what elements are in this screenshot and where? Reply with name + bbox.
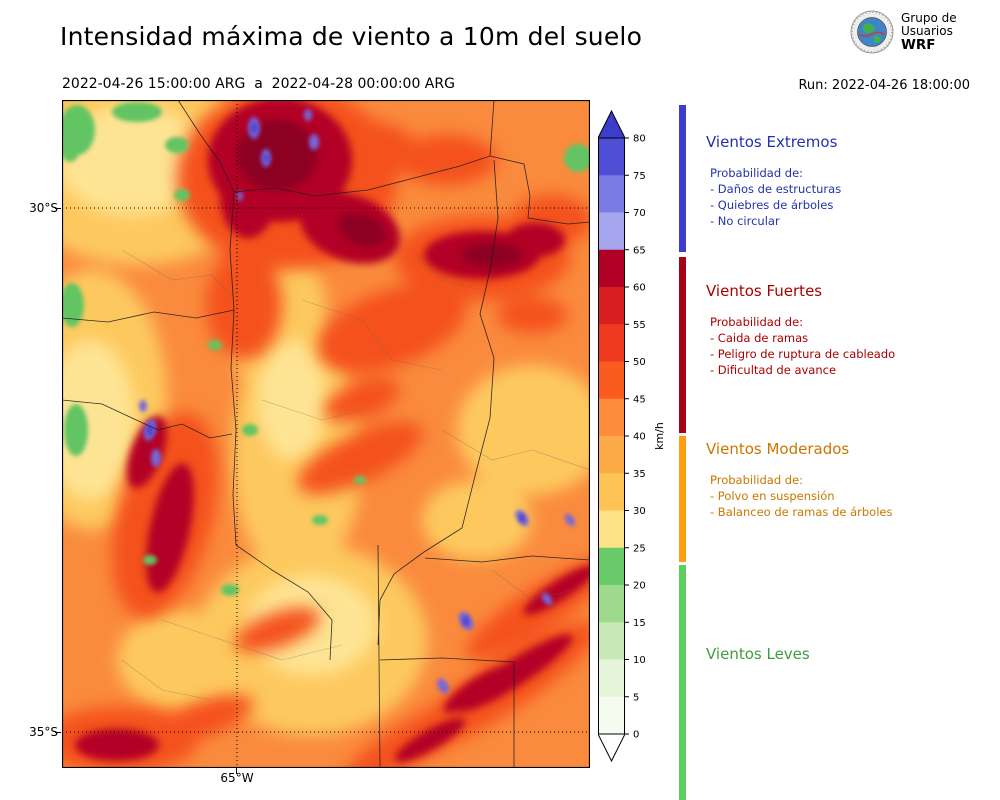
colorbar-segment (598, 398, 625, 437)
colorbar-frame (598, 137, 625, 735)
colorbar-arrow-down (598, 733, 626, 763)
colorbar-tick-label: 10 (633, 655, 646, 666)
colorbar-tick-label: 70 (633, 208, 646, 219)
legend-item: - Balanceo de ramas de árboles (710, 505, 893, 519)
colorbar-segment (598, 175, 625, 214)
colorbar-tick-label: 40 (633, 432, 646, 443)
wind-legend: Vientos Extremos Probabilidad de: - Daño… (670, 100, 998, 800)
colorbar-segment (598, 585, 625, 623)
colorbar-segment (598, 324, 625, 363)
legend-item: - Dificultad de avance (710, 363, 837, 377)
lat-tick-35s (55, 732, 61, 733)
colorbar-tick-label: 30 (633, 506, 646, 517)
colorbar-tick-label: 75 (633, 171, 646, 182)
legend-item: - No circular (710, 214, 780, 228)
colorbar-tick-label: 50 (633, 357, 646, 368)
colorbar-tick-label: 55 (633, 320, 646, 331)
legend-bar-leves (679, 565, 686, 800)
legend-section-fuertes: Vientos Fuertes Probabilidad de: - Caida… (706, 282, 895, 378)
lat-label-30s: 30°S (29, 201, 58, 215)
colorbar-segment (598, 622, 625, 661)
legend-bar-moderados (679, 436, 686, 562)
colorbar-segment (598, 361, 625, 400)
colorbar-tick-label: 80 (633, 134, 646, 145)
colorbar-segment (598, 212, 625, 251)
colorbar-segment (598, 436, 625, 474)
legend-item: - Caida de ramas (710, 331, 809, 345)
forecast-period-label: 2022-04-26 15:00:00 ARG a 2022-04-28 00:… (62, 76, 455, 92)
legend-item: - Quiebres de árboles (710, 198, 834, 212)
page-title: Intensidad máxima de viento a 10m del su… (60, 22, 643, 51)
colorbar-segment (598, 138, 625, 176)
colorbar-tick-label: 65 (633, 245, 646, 256)
colorbar-tick-label: 0 (633, 730, 639, 741)
colorbar-tick-label: 20 (633, 581, 646, 592)
legend-section-extremos: Vientos Extremos Probabilidad de: - Daño… (706, 133, 841, 229)
colorbar-segment (598, 473, 625, 512)
lat-label-35s: 35°S (29, 725, 58, 739)
legend-subtitle: Probabilidad de: (710, 473, 804, 487)
colorbar-tick-label: 25 (633, 543, 646, 554)
colorbar-segment (598, 547, 625, 586)
wind-map (62, 100, 590, 768)
colorbar-arrow-up (598, 110, 626, 139)
colorbar-tick-label: 15 (633, 618, 646, 629)
lon-label-65w: 65°W (220, 771, 254, 785)
legend-section-moderados: Vientos Moderados Probabilidad de: - Pol… (706, 440, 892, 520)
legend-title-fuertes: Vientos Fuertes (706, 282, 823, 300)
logo-text-line2: Usuarios (901, 24, 953, 39)
model-run-label: Run: 2022-04-26 18:00:00 (798, 78, 970, 93)
legend-item: - Polvo en suspensión (710, 489, 835, 503)
colorbar-segment (598, 249, 625, 288)
colorbar-segment (598, 659, 625, 698)
colorbar-segment (598, 696, 625, 735)
colorbar-tick-label: 45 (633, 394, 646, 405)
logo-text-line3: WRF (901, 36, 936, 53)
colorbar-tick-label: 5 (633, 692, 639, 703)
colorbar-unit-label: km/h (653, 422, 666, 450)
colorbar-segment (598, 510, 625, 549)
lat-tick-30s (55, 208, 61, 209)
globe-icon (850, 10, 894, 54)
legend-title-leves: Vientos Leves (706, 645, 810, 663)
logo-text-line1: Grupo de (901, 10, 957, 25)
legend-bar-fuertes (679, 257, 686, 433)
lon-tick-65w (236, 768, 237, 774)
legend-title-moderados: Vientos Moderados (706, 440, 850, 458)
legend-title-extremos: Vientos Extremos (706, 133, 838, 151)
legend-item: - Daños de estructuras (710, 182, 842, 196)
legend-subtitle: Probabilidad de: (710, 166, 804, 180)
colorbar-tick-label: 35 (633, 469, 646, 480)
colorbar-tick-label: 60 (633, 283, 646, 294)
wrf-logo: Grupo de Usuarios WRF (850, 10, 957, 54)
wind-map-canvas (62, 100, 590, 768)
legend-section-leves: Vientos Leves (706, 645, 810, 677)
legend-bar-extremos (679, 105, 686, 252)
legend-subtitle: Probabilidad de: (710, 315, 804, 329)
colorbar-segment (598, 287, 625, 325)
legend-item: - Peligro de ruptura de cableado (710, 347, 896, 361)
